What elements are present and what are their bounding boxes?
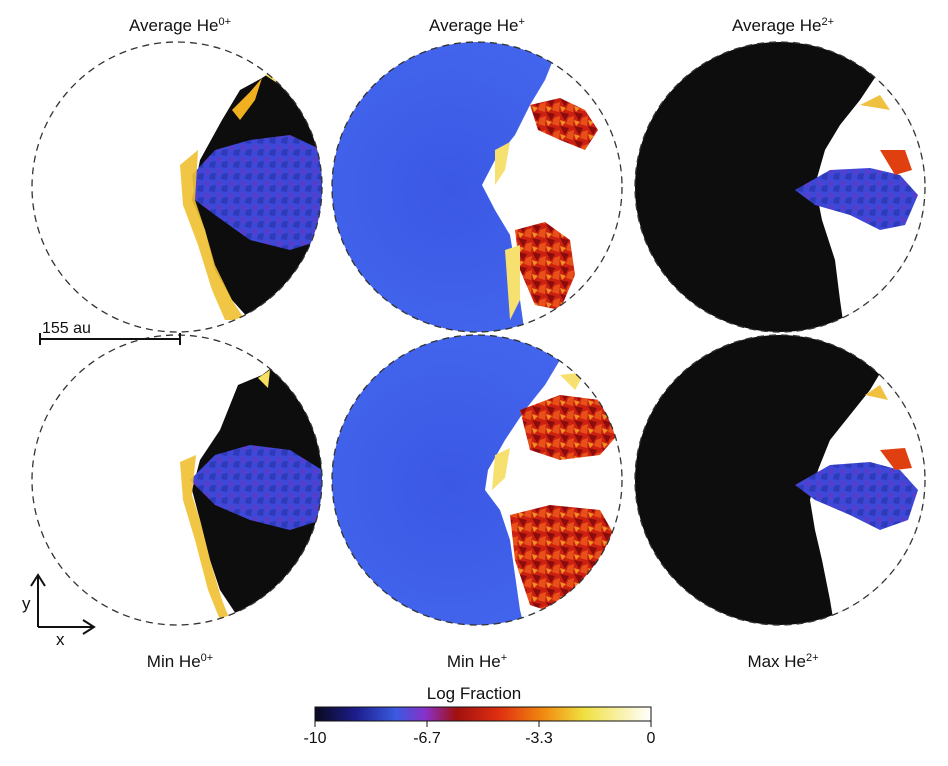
scale-bar: 155 au [39, 320, 181, 345]
colorbar-tick-2: -3.3 [525, 730, 553, 747]
panel-title-min-he0: Min He0+ [147, 652, 213, 671]
x-axis-label: x [56, 630, 65, 649]
colorbar-tick-0: -10 [303, 730, 326, 747]
panel-avg-he0 [31, 41, 323, 333]
scale-bar-label: 155 au [42, 320, 91, 337]
panel-title-min-he1: Min He+ [447, 652, 507, 671]
panel-title-avg-he0: Average He0+ [129, 16, 231, 35]
panel-title-max-he2: Max He2+ [747, 652, 818, 671]
panel-max-he2 [634, 334, 926, 626]
y-axis-label: y [22, 594, 31, 613]
axes-indicator: y x [22, 573, 96, 649]
panel-avg-he1 [331, 41, 623, 333]
panel-min-he0 [31, 334, 323, 626]
panel-title-avg-he2: Average He2+ [732, 16, 834, 35]
colorbar-title: Log Fraction [427, 684, 522, 703]
colorbar: Log Fraction -10 -6.7 -3.3 0 [303, 684, 655, 747]
panel-avg-he2 [634, 41, 926, 333]
colorbar-tick-3: 0 [647, 730, 656, 747]
panel-min-he1 [331, 334, 623, 626]
panel-title-avg-he1: Average He+ [429, 16, 525, 35]
colorbar-tick-1: -6.7 [413, 730, 441, 747]
